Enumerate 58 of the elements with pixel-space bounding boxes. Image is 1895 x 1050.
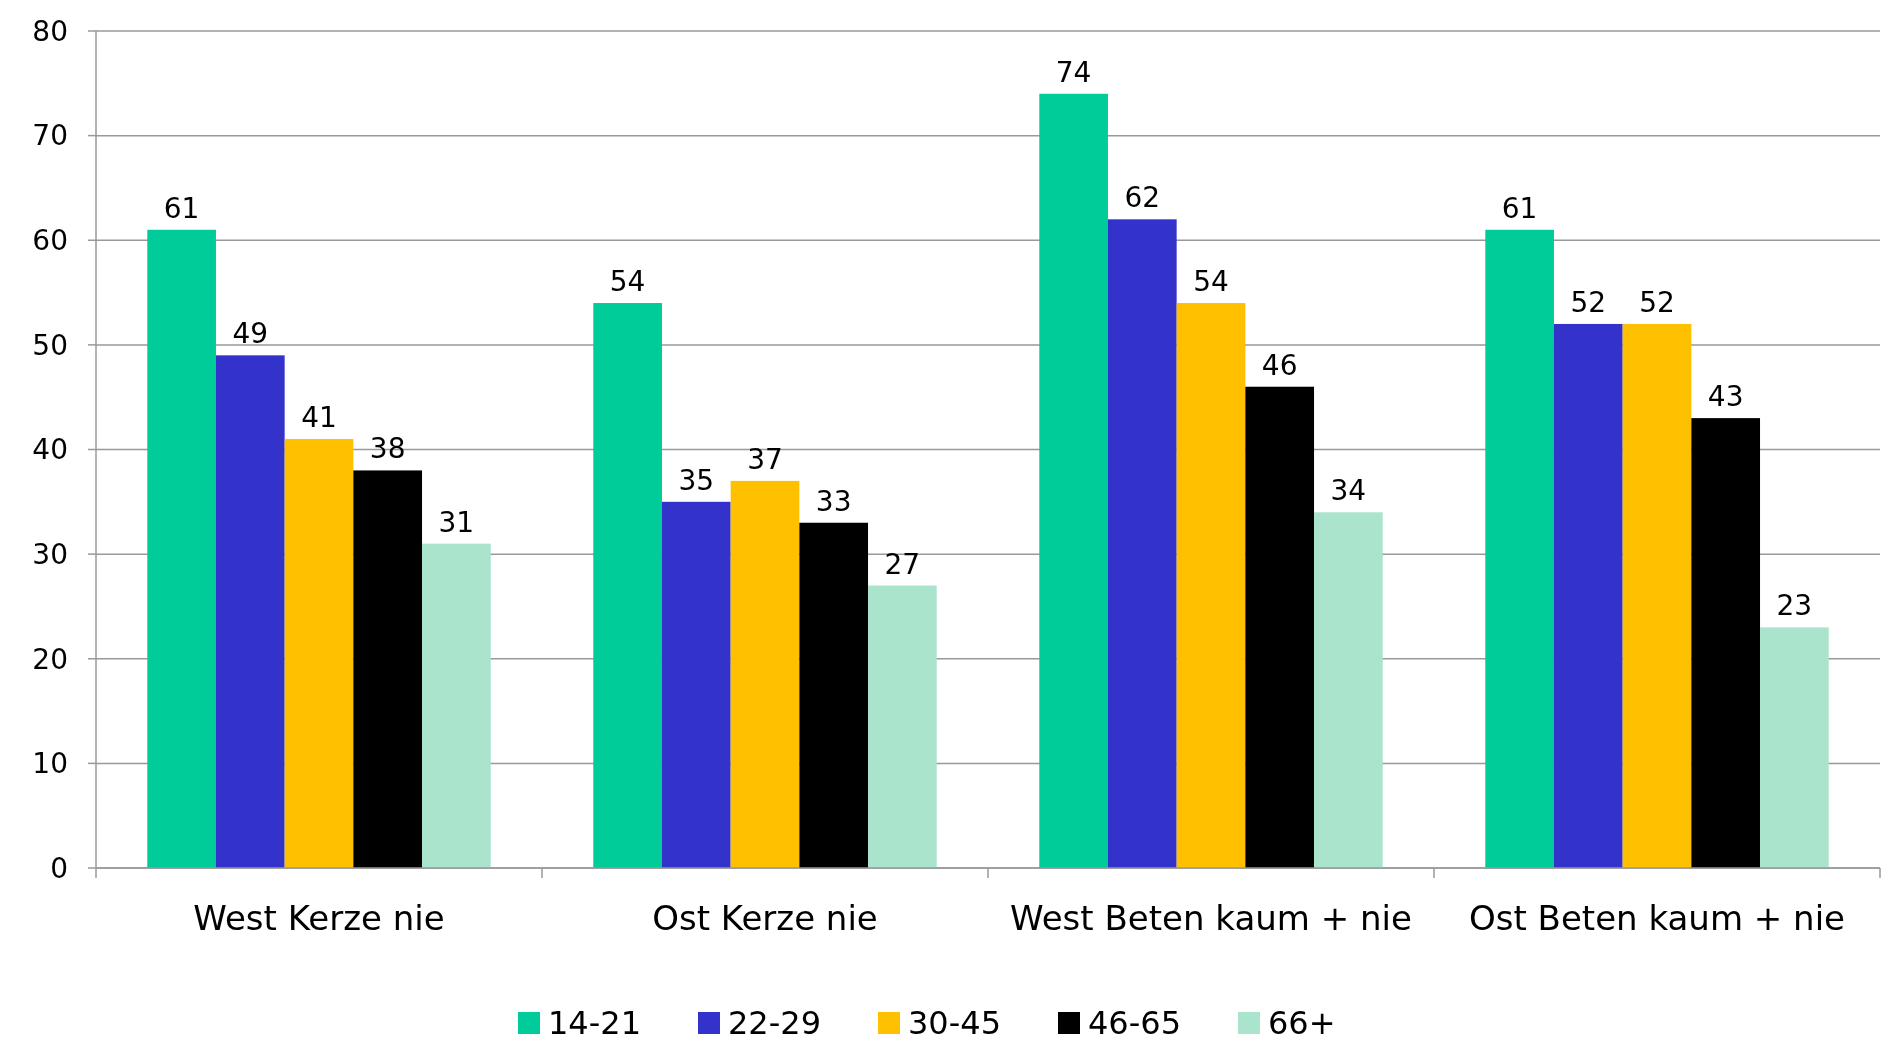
data-label: 54 [1193, 265, 1229, 299]
bar [1760, 627, 1829, 868]
bar [1107, 219, 1177, 868]
y-tick-label: 60 [32, 224, 68, 258]
bar [730, 480, 800, 868]
bar [215, 355, 285, 868]
bar [1314, 512, 1383, 868]
y-tick-label: 20 [32, 642, 68, 676]
legend-label: 46-65 [1088, 1004, 1181, 1043]
bar [1691, 418, 1761, 868]
bar [147, 229, 216, 868]
data-label: 52 [1639, 285, 1675, 319]
data-label: 34 [1330, 474, 1367, 508]
data-label: 27 [884, 547, 921, 581]
y-tick-label: 40 [32, 433, 68, 467]
y-tick-label: 10 [32, 747, 68, 781]
legend-label: 30-45 [908, 1004, 1001, 1043]
bar [799, 522, 869, 868]
bar [1622, 323, 1692, 868]
y-tick-label: 70 [32, 119, 68, 153]
x-tick-label: Ost Kerze nie [652, 898, 878, 938]
data-label: 54 [609, 265, 646, 299]
data-label: 61 [163, 191, 200, 225]
bar [353, 470, 423, 868]
legend-label: 22-29 [728, 1004, 821, 1043]
bar [1176, 303, 1246, 868]
x-tick-label: West Beten kaum + nie [1010, 898, 1412, 938]
data-label: 62 [1124, 181, 1161, 215]
data-label: 43 [1707, 380, 1744, 414]
bar [868, 585, 937, 868]
data-label: 61 [1501, 191, 1538, 225]
data-label: 41 [301, 401, 337, 435]
bar [1245, 386, 1315, 868]
data-label: 46 [1261, 348, 1298, 382]
data-label: 37 [747, 442, 783, 476]
data-label: 38 [369, 432, 406, 466]
bar [422, 543, 491, 868]
x-tick-label: West Kerze nie [193, 898, 445, 938]
data-label: 33 [815, 484, 852, 518]
y-tick-label: 80 [32, 14, 68, 48]
data-label: 23 [1776, 589, 1813, 623]
y-tick-label: 30 [32, 537, 68, 571]
legend-label: 66+ [1268, 1004, 1336, 1043]
bar [284, 439, 354, 868]
data-label: 49 [232, 317, 269, 351]
x-tick-label: Ost Beten kaum + nie [1468, 898, 1846, 938]
data-label: 31 [438, 505, 475, 539]
bar [1553, 323, 1623, 868]
y-tick-label: 0 [50, 851, 68, 885]
data-label: 74 [1055, 55, 1092, 89]
data-label: 35 [678, 463, 715, 497]
bar [1039, 93, 1108, 868]
bar [1485, 229, 1554, 868]
legend-label: 14-21 [548, 1004, 641, 1043]
y-tick-label: 50 [32, 328, 68, 362]
data-label: 52 [1570, 285, 1607, 319]
bar [593, 303, 662, 868]
bar [661, 501, 731, 868]
